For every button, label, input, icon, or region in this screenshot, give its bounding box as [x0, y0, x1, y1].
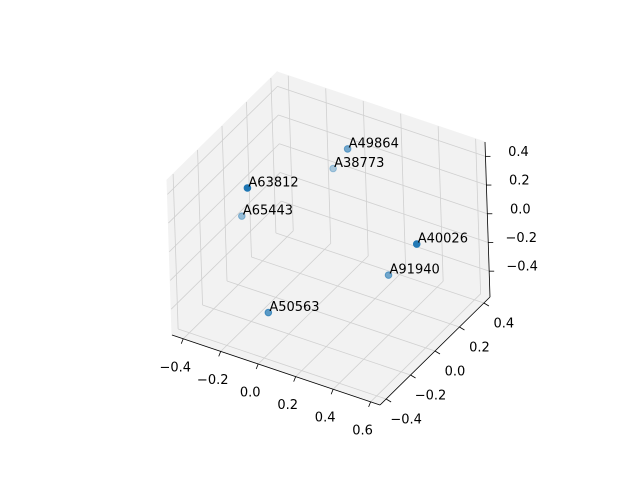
y-tick: [483, 302, 490, 307]
x-tick: [218, 351, 222, 357]
z-tick-label: 0.4: [508, 145, 529, 160]
x-tick-label: 0.2: [277, 398, 298, 413]
grid-line: [169, 143, 280, 253]
point-label: A65443: [243, 204, 293, 219]
x-tick-label: −0.2: [197, 373, 229, 388]
z-tick-label: −0.4: [506, 260, 538, 275]
grid-line: [177, 328, 387, 400]
grid-line: [251, 256, 460, 328]
y-tick: [410, 374, 416, 379]
grid-line: [168, 114, 279, 224]
grid-line: [275, 232, 485, 304]
z-tick-label: −0.2: [505, 231, 537, 246]
point-label: A49864: [349, 136, 399, 151]
grid-line: [278, 114, 487, 186]
x-axis-line: [171, 334, 381, 406]
x-tick-label: 0.0: [240, 386, 261, 401]
grid-line: [281, 200, 490, 272]
y-axis-line: [379, 296, 491, 406]
x-tick-label: 0.4: [315, 411, 336, 426]
point: [384, 271, 393, 279]
x-tick-label: 0.6: [352, 423, 373, 438]
point: [343, 145, 352, 153]
y-tick-label: 0.0: [445, 365, 466, 380]
grid-line: [169, 172, 281, 281]
y-tick-label: −0.4: [390, 413, 422, 428]
x-tick: [368, 401, 372, 407]
point-label: A40026: [418, 232, 468, 247]
x-tick: [180, 338, 184, 344]
point-label: A38773: [334, 156, 384, 171]
grid-line: [277, 85, 486, 157]
y-tick: [434, 350, 441, 355]
x-tick: [293, 376, 297, 382]
point: [329, 164, 337, 173]
point: [412, 240, 421, 248]
z-axis-line: [484, 141, 491, 298]
grid-line: [202, 304, 411, 376]
y-tick: [459, 326, 465, 331]
point: [264, 308, 273, 317]
y-tick-label: −0.2: [415, 389, 447, 404]
grid-line: [226, 280, 436, 352]
z-tick-label: 0.0: [510, 202, 531, 217]
point-label: A63812: [248, 175, 298, 190]
point: [243, 184, 252, 192]
point-label: A91940: [390, 263, 440, 278]
x-tick: [330, 389, 334, 395]
y-tick: [385, 398, 392, 403]
y-tick-label: 0.4: [494, 317, 515, 332]
grid-line: [170, 200, 282, 310]
x-tick-label: −0.4: [159, 360, 191, 375]
grid-line: [280, 172, 489, 243]
x-tick: [255, 363, 259, 370]
z-tick-label: 0.2: [509, 174, 530, 189]
grid-line: [279, 143, 488, 215]
grid-line: [167, 86, 278, 195]
y-tick-label: 0.2: [469, 341, 490, 356]
point: [238, 212, 246, 220]
point-label: A50563: [269, 300, 319, 315]
